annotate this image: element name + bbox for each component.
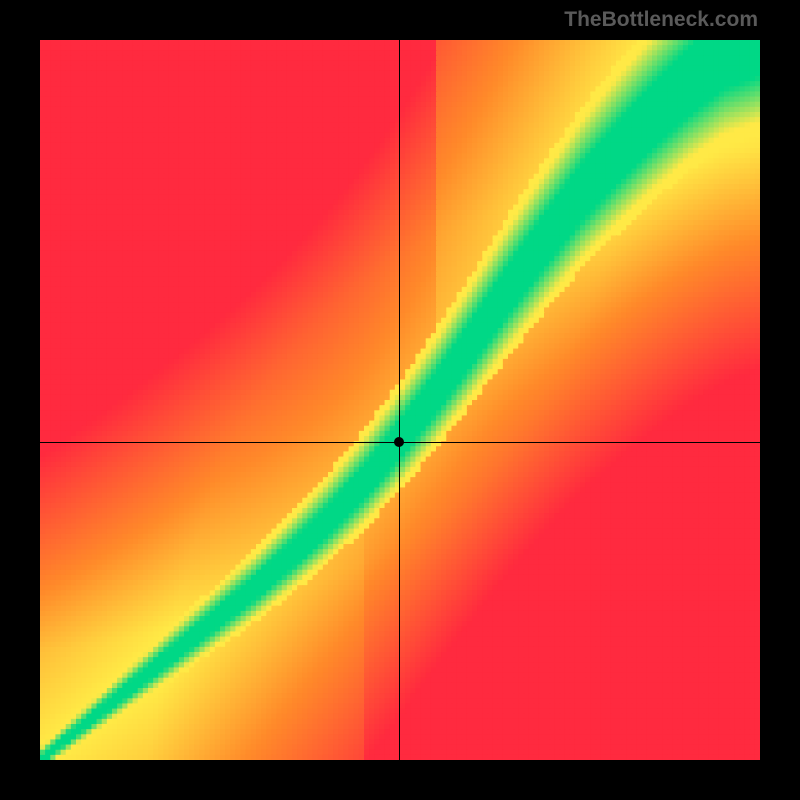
watermark-text: TheBottleneck.com xyxy=(564,8,758,32)
data-point-marker xyxy=(394,437,404,447)
heatmap-canvas xyxy=(40,40,760,760)
crosshair-vertical xyxy=(399,40,400,760)
heatmap-chart xyxy=(40,40,760,760)
